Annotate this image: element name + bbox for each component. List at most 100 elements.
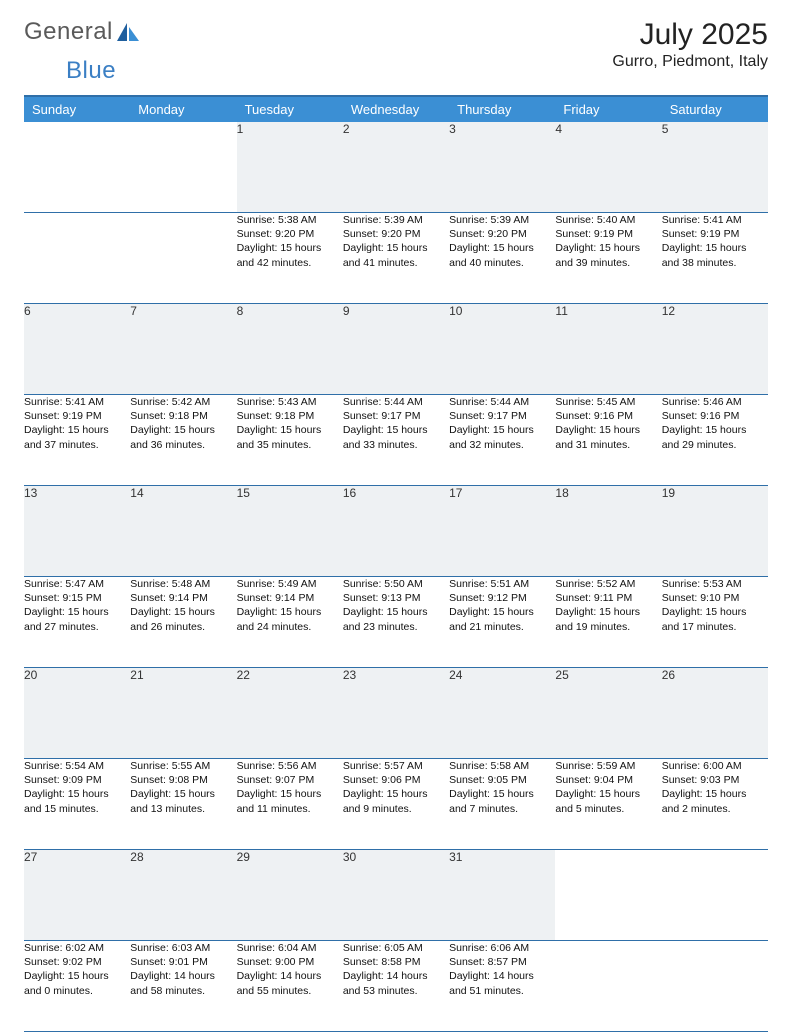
- sunrise-text: Sunrise: 5:59 AM: [555, 759, 661, 773]
- brand-logo: General: [24, 18, 141, 46]
- sunset-text: Sunset: 9:11 PM: [555, 591, 661, 605]
- daynum-cell: 12: [662, 304, 768, 395]
- location-text: Gurro, Piedmont, Italy: [612, 53, 768, 71]
- daylight-line1: Daylight: 15 hours: [130, 787, 236, 801]
- sunrise-text: Sunrise: 5:38 AM: [237, 213, 343, 227]
- sunset-text: Sunset: 9:17 PM: [343, 409, 449, 423]
- daylight-line2: and 21 minutes.: [449, 620, 555, 634]
- day-cell: Sunrise: 5:57 AMSunset: 9:06 PMDaylight:…: [343, 759, 449, 850]
- sunset-text: Sunset: 9:14 PM: [237, 591, 343, 605]
- col-tuesday: Tuesday: [237, 96, 343, 122]
- week-2-daynum-row: 13141516171819: [24, 486, 768, 577]
- daynum-cell: 19: [662, 486, 768, 577]
- sunrise-text: Sunrise: 5:54 AM: [24, 759, 130, 773]
- daylight-line2: and 24 minutes.: [237, 620, 343, 634]
- day-cell: Sunrise: 5:58 AMSunset: 9:05 PMDaylight:…: [449, 759, 555, 850]
- daylight-line1: Daylight: 15 hours: [24, 423, 130, 437]
- sunset-text: Sunset: 9:12 PM: [449, 591, 555, 605]
- sunset-text: Sunset: 8:57 PM: [449, 955, 555, 969]
- daylight-line2: and 55 minutes.: [237, 984, 343, 998]
- day-cell: Sunrise: 5:42 AMSunset: 9:18 PMDaylight:…: [130, 395, 236, 486]
- daylight-line2: and 38 minutes.: [662, 256, 768, 270]
- daynum-cell: [24, 122, 130, 213]
- daylight-line2: and 27 minutes.: [24, 620, 130, 634]
- daynum-cell: 9: [343, 304, 449, 395]
- week-1-data-row: Sunrise: 5:41 AMSunset: 9:19 PMDaylight:…: [24, 395, 768, 486]
- sunrise-text: Sunrise: 5:39 AM: [343, 213, 449, 227]
- daylight-line2: and 53 minutes.: [343, 984, 449, 998]
- sunrise-text: Sunrise: 5:48 AM: [130, 577, 236, 591]
- sunset-text: Sunset: 9:19 PM: [555, 227, 661, 241]
- day-cell: Sunrise: 5:59 AMSunset: 9:04 PMDaylight:…: [555, 759, 661, 850]
- col-friday: Friday: [555, 96, 661, 122]
- day-cell: Sunrise: 5:48 AMSunset: 9:14 PMDaylight:…: [130, 577, 236, 668]
- day-cell: Sunrise: 5:52 AMSunset: 9:11 PMDaylight:…: [555, 577, 661, 668]
- daylight-line1: Daylight: 15 hours: [662, 787, 768, 801]
- sunrise-text: Sunrise: 6:00 AM: [662, 759, 768, 773]
- week-0-daynum-row: 12345: [24, 122, 768, 213]
- sunset-text: Sunset: 9:15 PM: [24, 591, 130, 605]
- week-2-data-row: Sunrise: 5:47 AMSunset: 9:15 PMDaylight:…: [24, 577, 768, 668]
- daylight-line1: Daylight: 15 hours: [343, 423, 449, 437]
- daynum-cell: 14: [130, 486, 236, 577]
- sunrise-text: Sunrise: 6:05 AM: [343, 941, 449, 955]
- daynum-cell: 1: [237, 122, 343, 213]
- daynum-cell: 2: [343, 122, 449, 213]
- daylight-line1: Daylight: 15 hours: [237, 241, 343, 255]
- daylight-line1: Daylight: 15 hours: [662, 605, 768, 619]
- sunset-text: Sunset: 9:04 PM: [555, 773, 661, 787]
- month-title: July 2025: [612, 18, 768, 51]
- daylight-line1: Daylight: 15 hours: [343, 787, 449, 801]
- daylight-line2: and 0 minutes.: [24, 984, 130, 998]
- sunset-text: Sunset: 9:18 PM: [237, 409, 343, 423]
- daynum-cell: 22: [237, 668, 343, 759]
- daylight-line1: Daylight: 15 hours: [555, 787, 661, 801]
- daylight-line1: Daylight: 15 hours: [237, 605, 343, 619]
- sunrise-text: Sunrise: 5:39 AM: [449, 213, 555, 227]
- daylight-line2: and 11 minutes.: [237, 802, 343, 816]
- daylight-line1: Daylight: 15 hours: [555, 605, 661, 619]
- sunrise-text: Sunrise: 5:41 AM: [662, 213, 768, 227]
- daylight-line1: Daylight: 14 hours: [343, 969, 449, 983]
- sunrise-text: Sunrise: 6:03 AM: [130, 941, 236, 955]
- sunrise-text: Sunrise: 5:52 AM: [555, 577, 661, 591]
- daylight-line2: and 58 minutes.: [130, 984, 236, 998]
- daylight-line1: Daylight: 15 hours: [449, 605, 555, 619]
- sunrise-text: Sunrise: 5:46 AM: [662, 395, 768, 409]
- daylight-line2: and 42 minutes.: [237, 256, 343, 270]
- day-cell: Sunrise: 5:41 AMSunset: 9:19 PMDaylight:…: [662, 213, 768, 304]
- daynum-cell: 25: [555, 668, 661, 759]
- day-cell: Sunrise: 5:43 AMSunset: 9:18 PMDaylight:…: [237, 395, 343, 486]
- daylight-line1: Daylight: 15 hours: [555, 241, 661, 255]
- col-thursday: Thursday: [449, 96, 555, 122]
- day-cell: Sunrise: 6:06 AMSunset: 8:57 PMDaylight:…: [449, 941, 555, 1032]
- daylight-line2: and 2 minutes.: [662, 802, 768, 816]
- daynum-cell: 4: [555, 122, 661, 213]
- sunset-text: Sunset: 9:02 PM: [24, 955, 130, 969]
- sunrise-text: Sunrise: 5:41 AM: [24, 395, 130, 409]
- daylight-line1: Daylight: 15 hours: [449, 241, 555, 255]
- sunrise-text: Sunrise: 5:57 AM: [343, 759, 449, 773]
- sunset-text: Sunset: 9:06 PM: [343, 773, 449, 787]
- title-block: July 2025 Gurro, Piedmont, Italy: [612, 18, 768, 71]
- daylight-line1: Daylight: 14 hours: [449, 969, 555, 983]
- day-cell: Sunrise: 5:38 AMSunset: 9:20 PMDaylight:…: [237, 213, 343, 304]
- day-cell: [555, 941, 661, 1032]
- daynum-cell: 11: [555, 304, 661, 395]
- daynum-cell: 18: [555, 486, 661, 577]
- day-cell: Sunrise: 5:40 AMSunset: 9:19 PMDaylight:…: [555, 213, 661, 304]
- daynum-cell: 21: [130, 668, 236, 759]
- daylight-line1: Daylight: 15 hours: [24, 969, 130, 983]
- day-cell: Sunrise: 5:54 AMSunset: 9:09 PMDaylight:…: [24, 759, 130, 850]
- daynum-cell: [555, 850, 661, 941]
- daynum-cell: 27: [24, 850, 130, 941]
- daynum-cell: 17: [449, 486, 555, 577]
- week-0-data-row: Sunrise: 5:38 AMSunset: 9:20 PMDaylight:…: [24, 213, 768, 304]
- weekday-header-row: Sunday Monday Tuesday Wednesday Thursday…: [24, 96, 768, 122]
- daynum-cell: [662, 850, 768, 941]
- daylight-line2: and 19 minutes.: [555, 620, 661, 634]
- sunset-text: Sunset: 9:05 PM: [449, 773, 555, 787]
- day-cell: Sunrise: 6:03 AMSunset: 9:01 PMDaylight:…: [130, 941, 236, 1032]
- sunset-text: Sunset: 9:19 PM: [662, 227, 768, 241]
- daylight-line2: and 7 minutes.: [449, 802, 555, 816]
